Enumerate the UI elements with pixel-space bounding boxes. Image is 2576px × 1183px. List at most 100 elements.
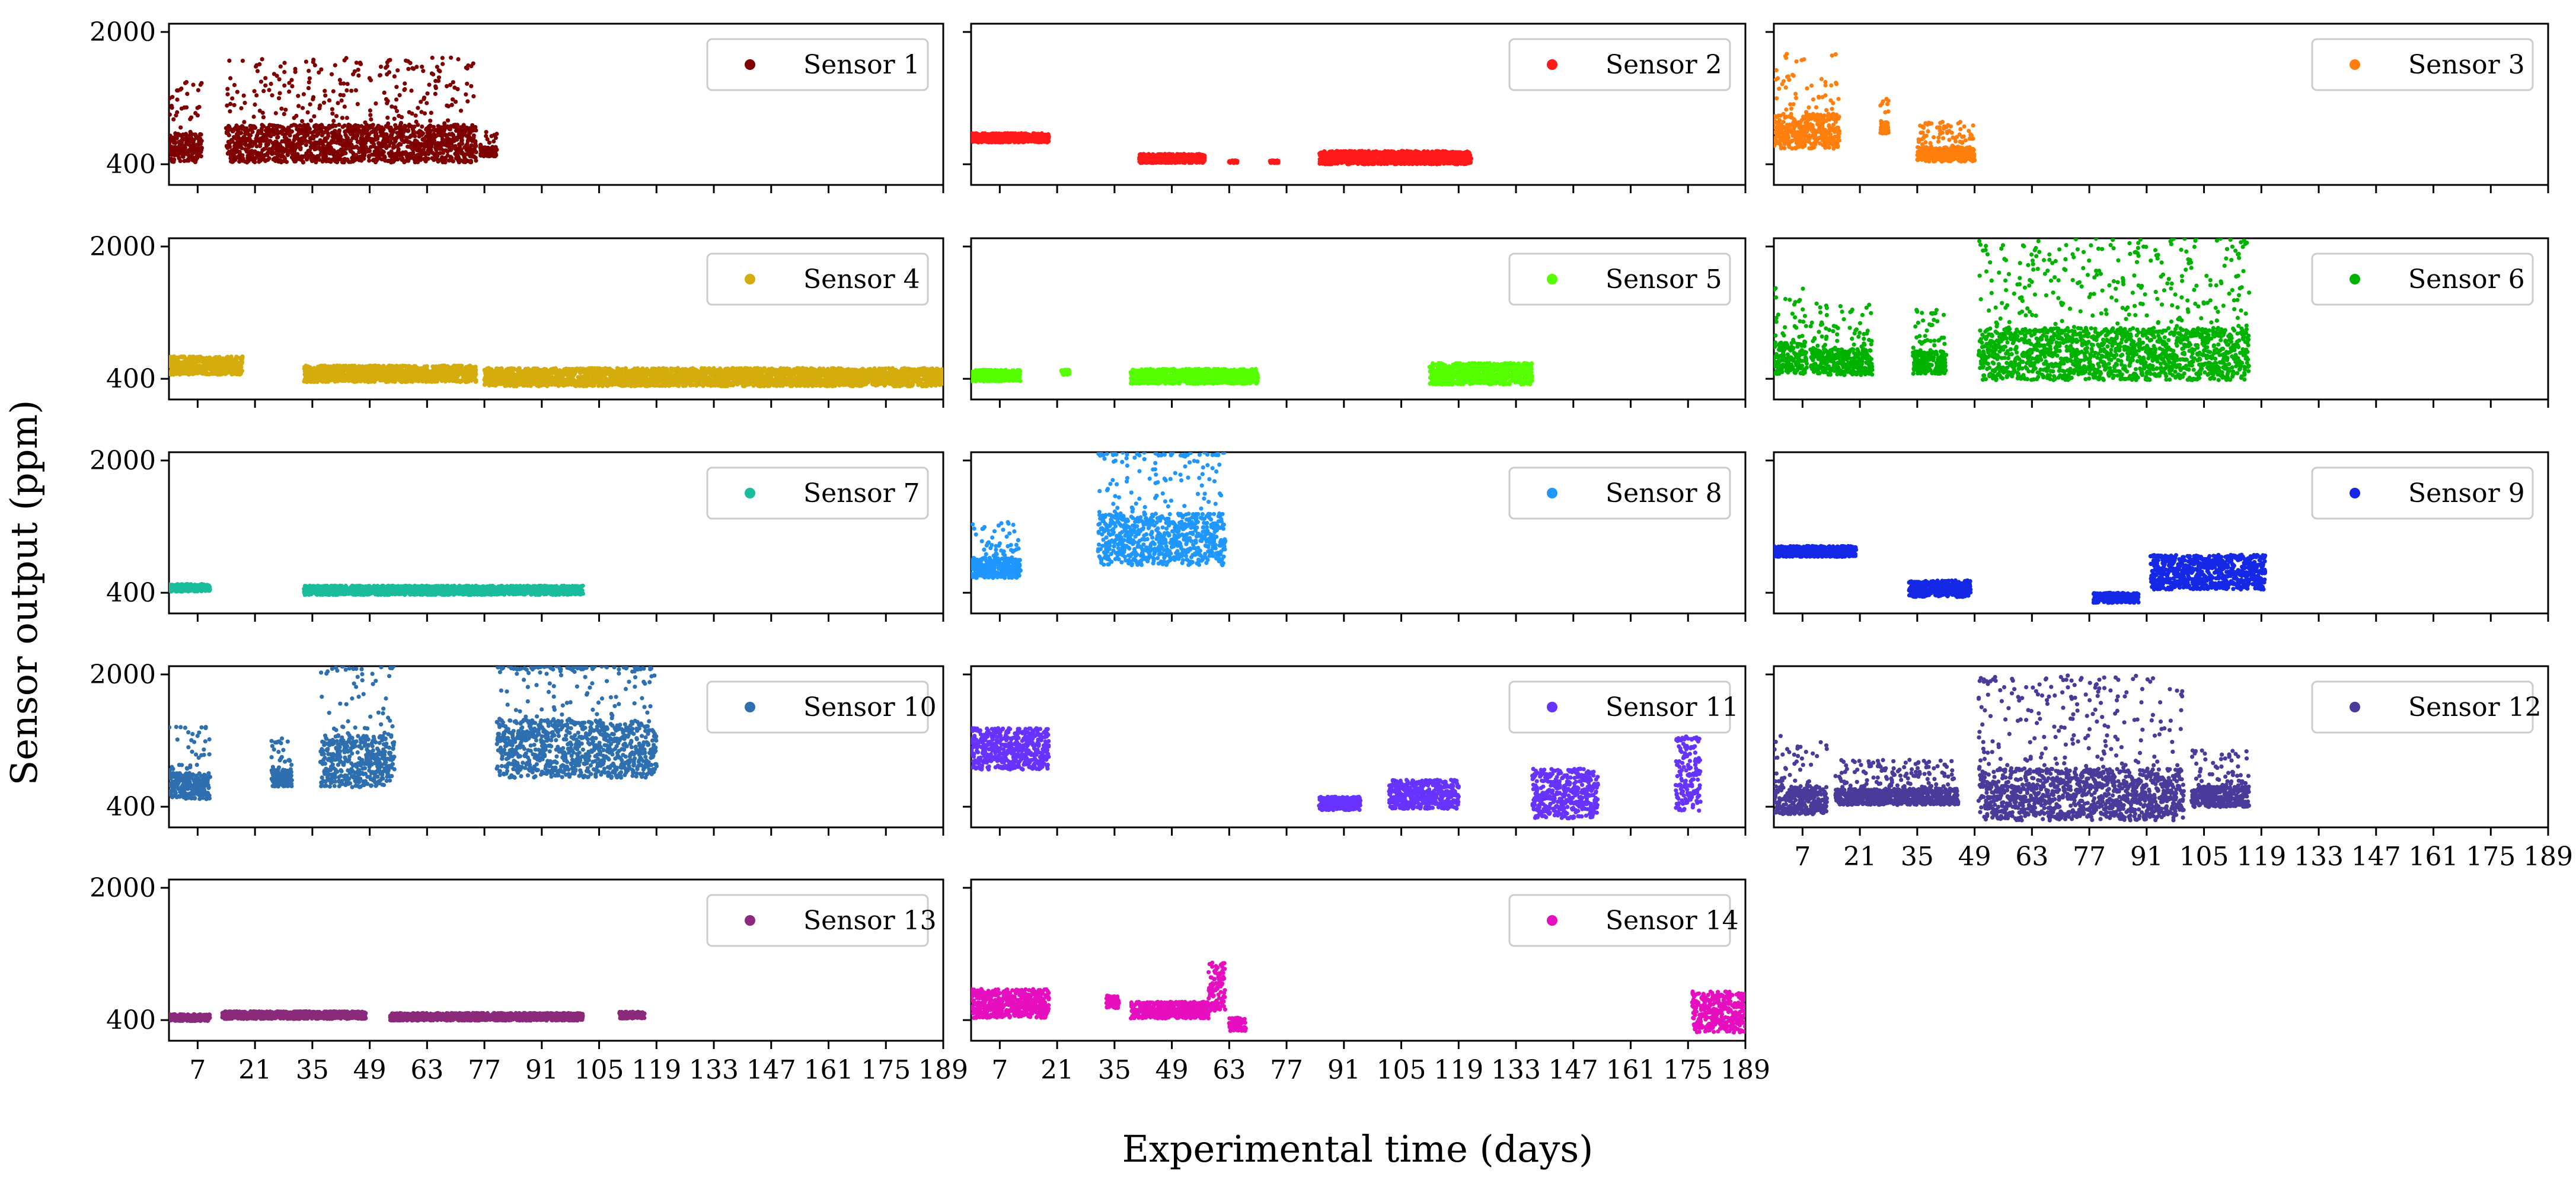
data-point — [337, 78, 343, 82]
data-point — [448, 82, 453, 87]
data-point — [236, 134, 241, 139]
data-point — [285, 142, 289, 147]
data-point — [1963, 138, 1968, 143]
data-point — [1235, 159, 1240, 164]
data-point — [1774, 96, 1779, 101]
data-point — [228, 145, 232, 149]
data-point — [358, 62, 363, 66]
y-tick-label: 400 — [106, 149, 156, 180]
data-point — [1958, 120, 1963, 124]
data-point — [242, 120, 247, 124]
y-tick-label: 2000 — [90, 232, 156, 262]
data-point — [1791, 73, 1796, 78]
data-point — [388, 140, 392, 145]
data-point — [451, 159, 456, 164]
data-point — [447, 137, 452, 142]
data-point — [433, 85, 438, 90]
data-point — [374, 101, 378, 106]
data-point — [333, 149, 337, 155]
data-point — [341, 93, 346, 98]
data-point — [319, 67, 324, 72]
legend-box — [706, 38, 929, 91]
data-point — [394, 85, 399, 89]
data-point — [344, 56, 349, 60]
data-point — [1830, 53, 1834, 58]
data-point — [336, 101, 340, 105]
data-point — [349, 88, 354, 93]
legend: Sensor 1 — [706, 38, 929, 91]
data-point — [445, 149, 450, 154]
data-point — [304, 59, 309, 64]
data-point — [484, 133, 489, 139]
data-point — [378, 65, 384, 69]
data-point — [240, 59, 245, 63]
data-point — [411, 147, 416, 152]
data-point — [269, 81, 273, 87]
data-point — [298, 147, 303, 152]
data-point — [1972, 158, 1977, 163]
data-point — [253, 126, 258, 130]
data-point — [283, 107, 288, 112]
data-point — [305, 110, 310, 115]
data-point — [321, 100, 327, 105]
data-point — [1046, 139, 1051, 143]
data-point — [1781, 79, 1786, 84]
data-point — [413, 134, 417, 139]
data-point — [199, 139, 204, 143]
data-point — [1823, 93, 1828, 98]
data-point — [339, 81, 343, 86]
data-point — [1781, 111, 1786, 116]
data-point — [301, 92, 306, 97]
data-point — [1836, 143, 1840, 148]
axes-frame — [168, 23, 944, 186]
legend-box — [2311, 38, 2534, 91]
data-point — [321, 143, 326, 148]
data-point — [241, 93, 246, 98]
data-point — [1947, 138, 1952, 142]
data-point — [414, 65, 419, 69]
data-point — [369, 117, 374, 122]
data-point — [443, 160, 448, 165]
data-point — [469, 143, 474, 148]
data-point — [277, 91, 282, 95]
data-point — [195, 113, 200, 118]
data-point — [1468, 159, 1473, 164]
data-point — [1971, 123, 1975, 128]
data-point — [323, 88, 327, 93]
data-point — [1791, 102, 1796, 107]
data-point — [367, 149, 372, 154]
legend-label: Sensor 2 — [1605, 50, 1722, 80]
data-point — [232, 82, 237, 88]
data-point — [289, 78, 294, 82]
data-point — [264, 137, 269, 142]
axes-frame — [970, 23, 1747, 186]
series-points — [1774, 52, 1977, 164]
data-point — [398, 142, 403, 147]
series-points — [169, 55, 499, 165]
data-point — [195, 155, 200, 160]
data-point — [175, 97, 180, 102]
data-point — [173, 140, 178, 145]
data-point — [1917, 139, 1921, 144]
data-point — [323, 93, 328, 98]
data-point — [186, 158, 191, 163]
data-point — [429, 110, 433, 115]
data-point — [240, 146, 244, 151]
data-point — [263, 76, 268, 81]
data-point — [362, 156, 366, 161]
data-point — [1962, 124, 1967, 129]
data-point — [267, 88, 272, 92]
data-point — [448, 127, 452, 132]
data-point — [398, 121, 404, 126]
data-point — [396, 147, 401, 152]
data-point — [1971, 136, 1975, 141]
data-point — [422, 95, 427, 100]
data-point — [465, 81, 470, 86]
data-point — [1784, 107, 1789, 112]
data-point — [465, 99, 470, 104]
data-point — [199, 154, 203, 159]
data-point — [355, 102, 360, 107]
data-point — [184, 133, 189, 138]
data-point — [378, 73, 383, 78]
